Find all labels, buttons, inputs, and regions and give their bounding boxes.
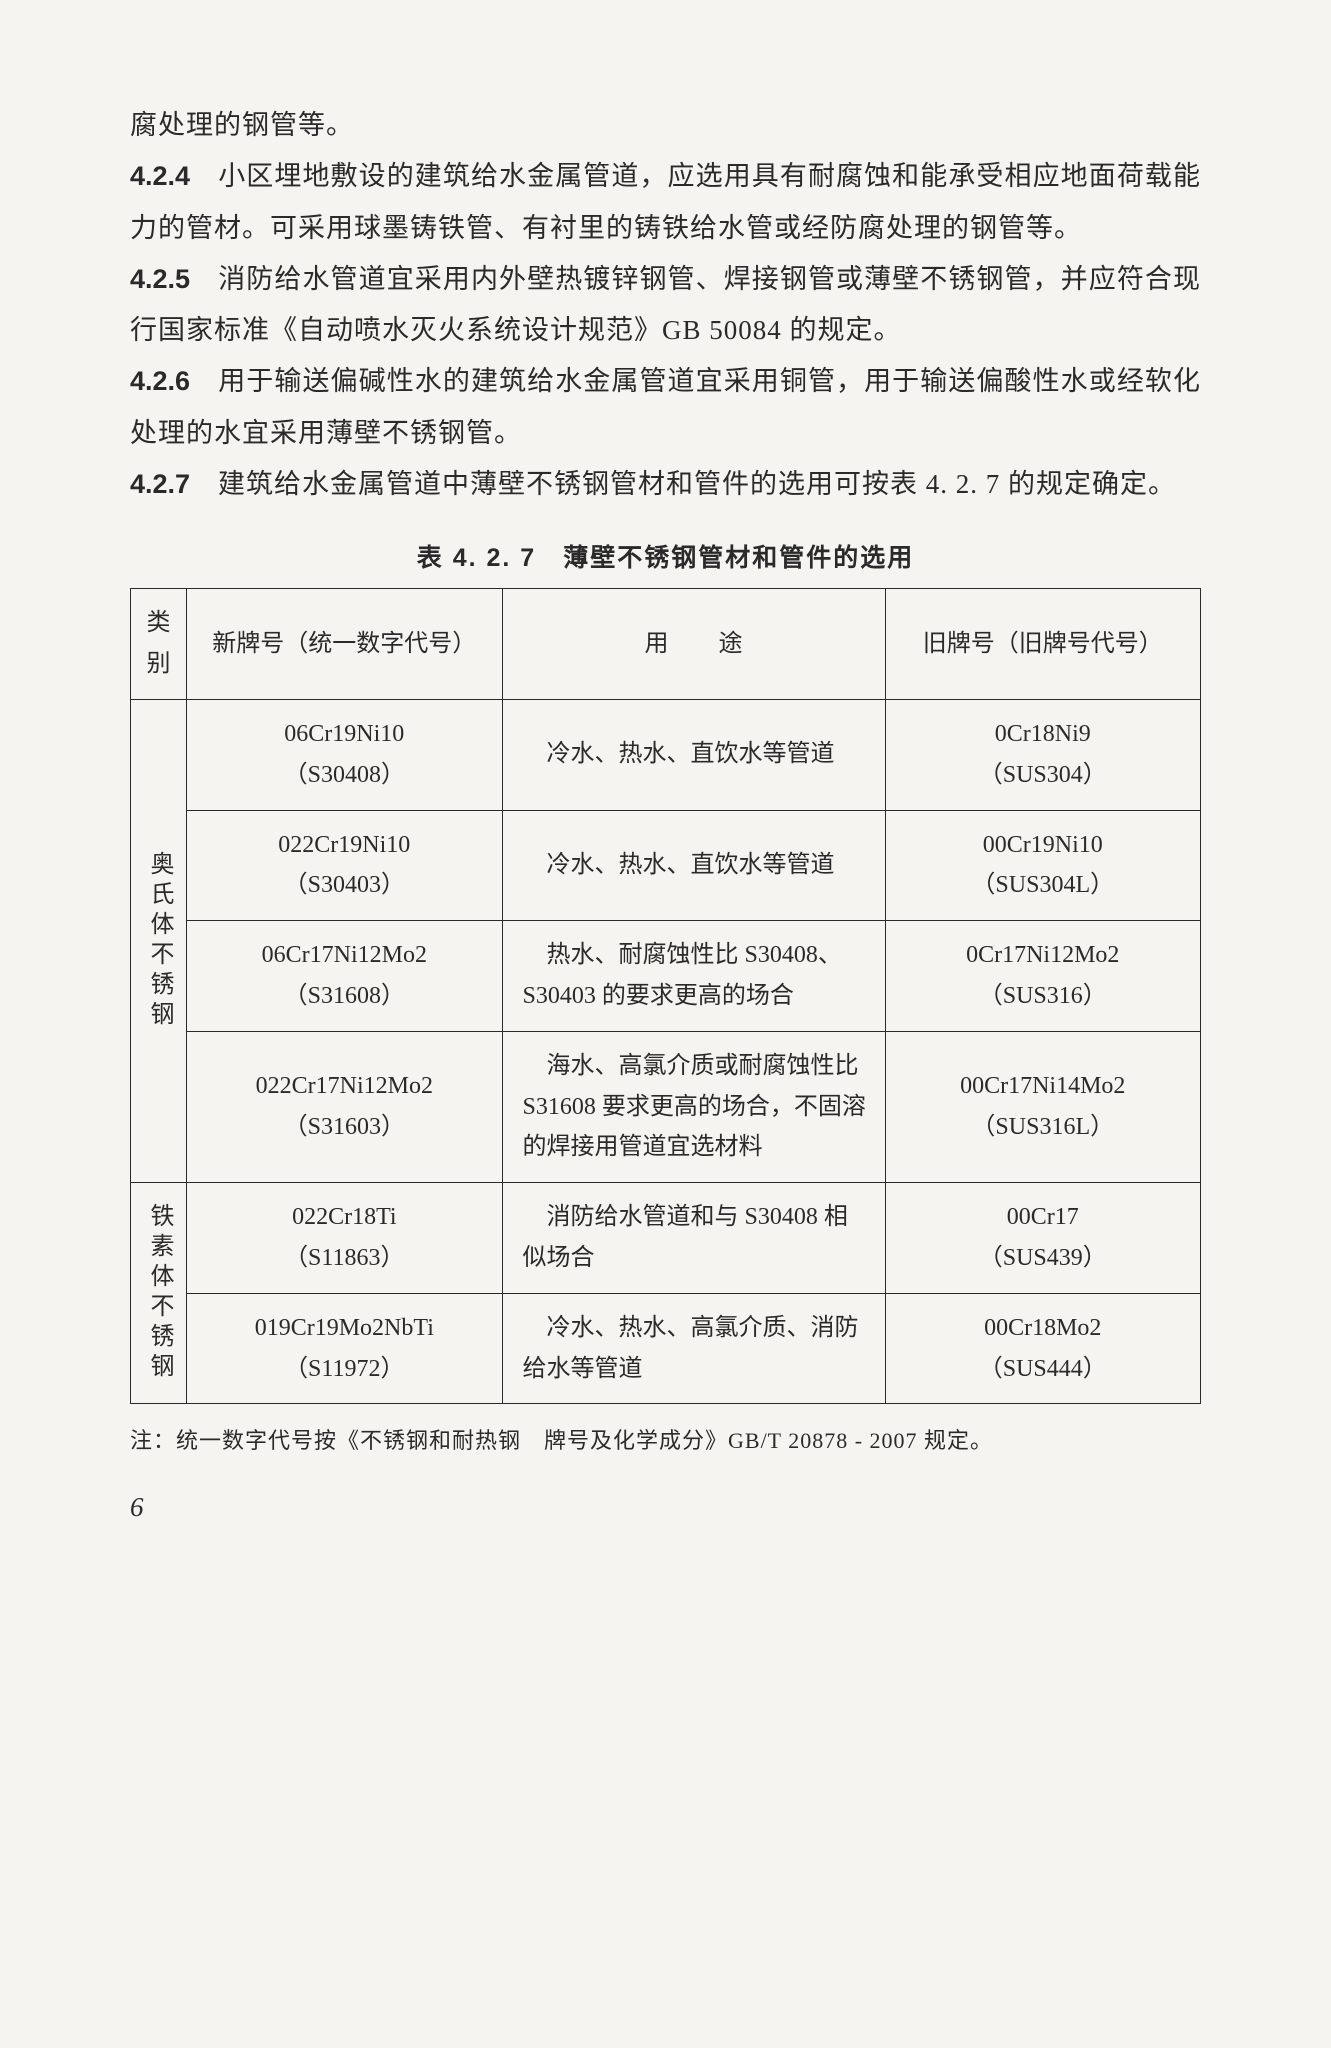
clause-number: 4.2.7 <box>130 469 190 499</box>
cell-old-grade: 0Cr17Ni12Mo2（SUS316） <box>885 921 1200 1032</box>
table-note: 注：统一数字代号按《不锈钢和耐热钢 牌号及化学成分》GB/T 20878 - 2… <box>130 1420 1201 1462</box>
clause-text: 消防给水管道宜采用内外壁热镀锌钢管、焊接钢管或薄壁不锈钢管，并应符合现行国家标准… <box>130 264 1201 345</box>
clause-number: 4.2.6 <box>130 366 190 396</box>
group-label-ferritic: 铁素体不锈钢 <box>131 1183 187 1404</box>
table-row: 铁素体不锈钢 022Cr18Ti（S11863） 消防给水管道和与 S30408… <box>131 1183 1201 1294</box>
table-header-row: 类别 新牌号（统一数字代号） 用途 旧牌号（旧牌号代号） <box>131 589 1201 700</box>
cell-new-grade: 06Cr19Ni10（S30408） <box>187 699 502 810</box>
header-use: 用途 <box>502 589 885 700</box>
header-type: 类别 <box>131 589 187 700</box>
clause-text: 小区埋地敷设的建筑给水金属管道，应选用具有耐腐蚀和能承受相应地面荷载能力的管材。… <box>130 161 1201 242</box>
paragraph-continuation: 腐处理的钢管等。 <box>130 100 1201 151</box>
paragraph-425: 4.2.5 消防给水管道宜采用内外壁热镀锌钢管、焊接钢管或薄壁不锈钢管，并应符合… <box>130 254 1201 357</box>
cell-use: 消防给水管道和与 S30408 相似场合 <box>502 1183 885 1294</box>
cell-old-grade: 0Cr18Ni9（SUS304） <box>885 699 1200 810</box>
paragraph-426: 4.2.6 用于输送偏碱性水的建筑给水金属管道宜采用铜管，用于输送偏酸性水或经软… <box>130 356 1201 459</box>
cell-use: 冷水、热水、直饮水等管道 <box>502 810 885 921</box>
cell-use: 冷水、热水、高氯介质、消防给水等管道 <box>502 1293 885 1404</box>
cell-new-grade: 06Cr17Ni12Mo2（S31608） <box>187 921 502 1032</box>
clause-number: 4.2.5 <box>130 264 190 294</box>
cell-use: 热水、耐腐蚀性比 S30408、S30403 的要求更高的场合 <box>502 921 885 1032</box>
table-row: 022Cr17Ni12Mo2（S31603） 海水、高氯介质或耐腐蚀性比 S31… <box>131 1031 1201 1182</box>
cell-new-grade: 019Cr19Mo2NbTi（S11972） <box>187 1293 502 1404</box>
header-new-grade: 新牌号（统一数字代号） <box>187 589 502 700</box>
cell-use: 海水、高氯介质或耐腐蚀性比 S31608 要求更高的场合，不固溶的焊接用管道宜选… <box>502 1031 885 1182</box>
table-row: 022Cr19Ni10（S30403） 冷水、热水、直饮水等管道 00Cr19N… <box>131 810 1201 921</box>
stainless-steel-table: 类别 新牌号（统一数字代号） 用途 旧牌号（旧牌号代号） 奥氏体不锈钢 06Cr… <box>130 588 1201 1404</box>
paragraph-424: 4.2.4 小区埋地敷设的建筑给水金属管道，应选用具有耐腐蚀和能承受相应地面荷载… <box>130 151 1201 254</box>
cell-old-grade: 00Cr17Ni14Mo2（SUS316L） <box>885 1031 1200 1182</box>
group-label-austenitic: 奥氏体不锈钢 <box>131 699 187 1182</box>
cell-old-grade: 00Cr19Ni10（SUS304L） <box>885 810 1200 921</box>
cell-old-grade: 00Cr18Mo2（SUS444） <box>885 1293 1200 1404</box>
table-row: 06Cr17Ni12Mo2（S31608） 热水、耐腐蚀性比 S30408、S3… <box>131 921 1201 1032</box>
cell-old-grade: 00Cr17（SUS439） <box>885 1183 1200 1294</box>
cell-new-grade: 022Cr19Ni10（S30403） <box>187 810 502 921</box>
table-row: 019Cr19Mo2NbTi（S11972） 冷水、热水、高氯介质、消防给水等管… <box>131 1293 1201 1404</box>
cell-new-grade: 022Cr18Ti（S11863） <box>187 1183 502 1294</box>
table-row: 奥氏体不锈钢 06Cr19Ni10（S30408） 冷水、热水、直饮水等管道 0… <box>131 699 1201 810</box>
table-title: 表 4. 2. 7 薄壁不锈钢管材和管件的选用 <box>130 538 1201 574</box>
clause-text: 用于输送偏碱性水的建筑给水金属管道宜采用铜管，用于输送偏酸性水或经软化处理的水宜… <box>130 366 1201 447</box>
paragraph-427: 4.2.7 建筑给水金属管道中薄壁不锈钢管材和管件的选用可按表 4. 2. 7 … <box>130 459 1201 510</box>
clause-number: 4.2.4 <box>130 161 190 191</box>
page-number: 6 <box>130 1492 1201 1523</box>
clause-text: 建筑给水金属管道中薄壁不锈钢管材和管件的选用可按表 4. 2. 7 的规定确定。 <box>190 469 1176 499</box>
cell-new-grade: 022Cr17Ni12Mo2（S31603） <box>187 1031 502 1182</box>
cell-use: 冷水、热水、直饮水等管道 <box>502 699 885 810</box>
header-old-grade: 旧牌号（旧牌号代号） <box>885 589 1200 700</box>
